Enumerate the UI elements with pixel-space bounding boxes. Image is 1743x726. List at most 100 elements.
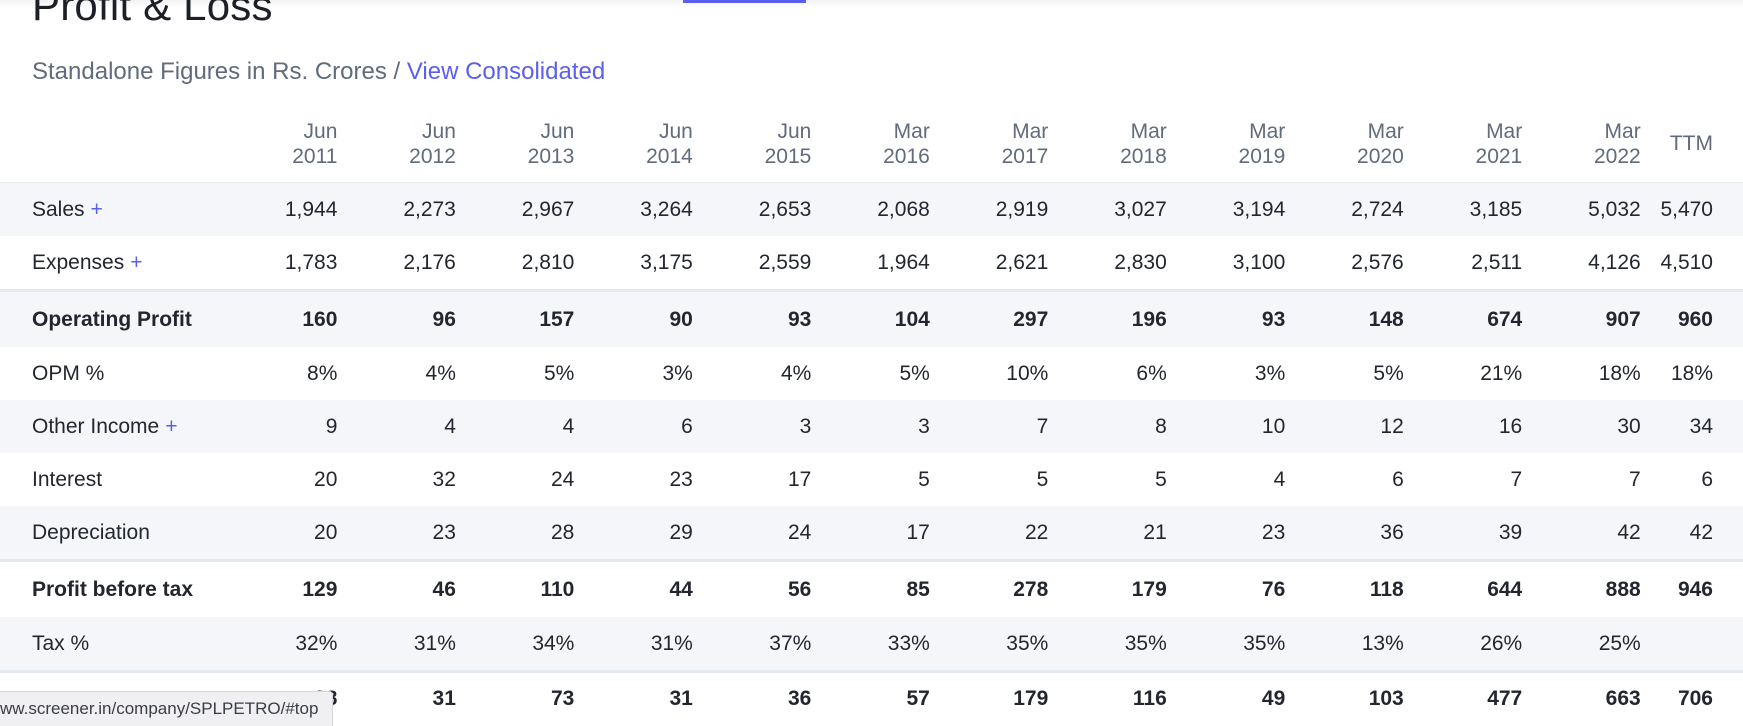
column-header-line2: 2022 (1594, 144, 1641, 168)
row-label-text: OPM % (32, 361, 105, 385)
table-cell: 5% (899, 361, 930, 385)
table-cell: 36 (704, 670, 824, 726)
column-header-line2: 2012 (409, 144, 456, 168)
table-cell: 116 (1060, 670, 1179, 726)
row-label[interactable]: Expenses + (0, 236, 231, 291)
table-cell: 31% (349, 617, 468, 672)
table-cell: 12 (1297, 400, 1416, 453)
table-cell: 39 (1415, 506, 1535, 561)
table-cell: 42 (1534, 506, 1653, 561)
column-header-line1: Mar (1486, 119, 1523, 143)
status-url: ww.screener.in/company/SPLPETRO/#top (0, 699, 319, 718)
column-header: Mar 2016 (823, 110, 942, 183)
column-header-line1: Jun (422, 119, 456, 143)
expand-plus-icon[interactable]: + (165, 414, 178, 438)
section-title: Profit & Loss (32, 0, 273, 29)
table-cell: 34 (1652, 400, 1743, 453)
table-cell: 5 (1036, 467, 1049, 491)
table-cell: 129 (230, 559, 350, 617)
table-cell: 3 (823, 400, 942, 453)
table-cell: 8 (1060, 400, 1179, 453)
table-cell: 4,510 (1660, 250, 1713, 274)
subtitle-text: Standalone Figures in Rs. Crores / (32, 58, 407, 85)
column-header-line1: Mar (1012, 119, 1049, 143)
table-cell: 33% (823, 617, 942, 672)
column-header: Mar 2018 (1060, 110, 1179, 183)
active-tab-indicator (683, 0, 806, 3)
table-cell: 23 (349, 506, 468, 561)
column-header-line2: 2011 (292, 144, 338, 168)
table-cell: 103 (1297, 670, 1416, 726)
table-cell: 7 (1510, 467, 1523, 491)
table-cell: 2,621 (995, 250, 1049, 274)
expand-plus-icon[interactable]: + (90, 197, 103, 221)
section-subtitle: Standalone Figures in Rs. Crores / View … (32, 58, 605, 86)
column-header-line1: Jun (777, 119, 812, 143)
table-cell: 5% (1373, 361, 1404, 385)
column-header-line1: Mar (893, 119, 930, 143)
table-cell: 160 (230, 289, 350, 347)
table-cell: 3,100 (1232, 250, 1286, 274)
table-cell: 56 (704, 559, 824, 617)
row-label[interactable]: Sales + (0, 182, 231, 236)
table-cell: 17 (787, 467, 812, 491)
table-cell: 477 (1415, 670, 1535, 726)
table-cell (1652, 617, 1743, 672)
table-cell: 46 (349, 559, 468, 617)
table-cell: 644 (1415, 559, 1535, 617)
table-cell: 8% (307, 361, 338, 385)
column-header: Mar 2022 (1534, 110, 1653, 183)
table-cell: 21% (1480, 361, 1523, 385)
row-label-text: Depreciation (32, 520, 150, 544)
table-row: Operating Profit 160 96 157 90 93 104 297 196 93 1… (0, 289, 1743, 347)
view-consolidated-link[interactable]: View Consolidated (406, 58, 606, 85)
row-label-text: Profit before tax (32, 577, 194, 601)
table-cell: 2,511 (1471, 250, 1523, 274)
table-cell: 31 (349, 670, 468, 726)
row-label[interactable]: Other Income + (0, 400, 231, 453)
table-cell: 4,126 (1588, 250, 1641, 274)
table-cell: 2,559 (758, 250, 812, 274)
table-cell: 2,176 (403, 250, 456, 274)
table-cell: 21 (1060, 506, 1179, 561)
expand-plus-icon[interactable]: + (130, 250, 143, 274)
table-cell: 2,830 (1114, 250, 1167, 274)
table-cell: 22 (941, 506, 1061, 561)
table-cell: 76 (1178, 559, 1298, 617)
table-cell: 90 (586, 289, 705, 347)
table-cell: 23 (1178, 506, 1298, 561)
table-cell: 30 (1534, 400, 1653, 453)
table-cell: 179 (941, 670, 1061, 726)
table-cell: 96 (349, 289, 468, 347)
row-label: Operating Profit (0, 289, 231, 347)
table-cell: 35% (941, 617, 1061, 672)
column-header-line2: 2014 (646, 144, 693, 168)
row-label: Depreciation (0, 506, 231, 561)
row-label: OPM % (0, 347, 231, 400)
table-cell: 2,724 (1297, 182, 1416, 236)
table-cell: 3,185 (1415, 182, 1535, 236)
column-header: Jun 2013 (467, 110, 587, 183)
table-cell: 148 (1297, 289, 1416, 347)
table-body: Sales +1,944 2,273 2,967 3,264 2,653 2,068 2,91… (0, 182, 1743, 726)
table-cell: 2,576 (1351, 250, 1404, 274)
row-label-text: Tax % (32, 631, 90, 655)
profit-loss-table: Jun 2011 Jun 2012 Jun 2013 Jun 2014 Jun 2015 Mar 20… (0, 110, 1743, 726)
table-cell: 36 (1297, 506, 1416, 561)
table-cell: 7 (1629, 467, 1641, 491)
table-cell: 31% (586, 617, 705, 672)
table-header-row: Jun 2011 Jun 2012 Jun 2013 Jun 2014 Jun 2015 Mar 20… (0, 110, 1743, 183)
table-cell: 49 (1178, 670, 1298, 726)
table-cell: 35% (1060, 617, 1179, 672)
table-cell: 42 (1652, 506, 1743, 561)
column-header-line1: Mar (1130, 119, 1167, 143)
table-cell: 118 (1297, 559, 1416, 617)
table-cell: 93 (1178, 289, 1298, 347)
row-label: Interest (0, 453, 231, 506)
table-cell: 13% (1297, 617, 1416, 672)
table-cell: 2,967 (467, 182, 587, 236)
column-header-line1: Jun (540, 119, 575, 143)
table-cell: 35% (1178, 617, 1298, 672)
column-header-line1: Mar (1604, 119, 1641, 143)
table-cell: 10 (1178, 400, 1298, 453)
